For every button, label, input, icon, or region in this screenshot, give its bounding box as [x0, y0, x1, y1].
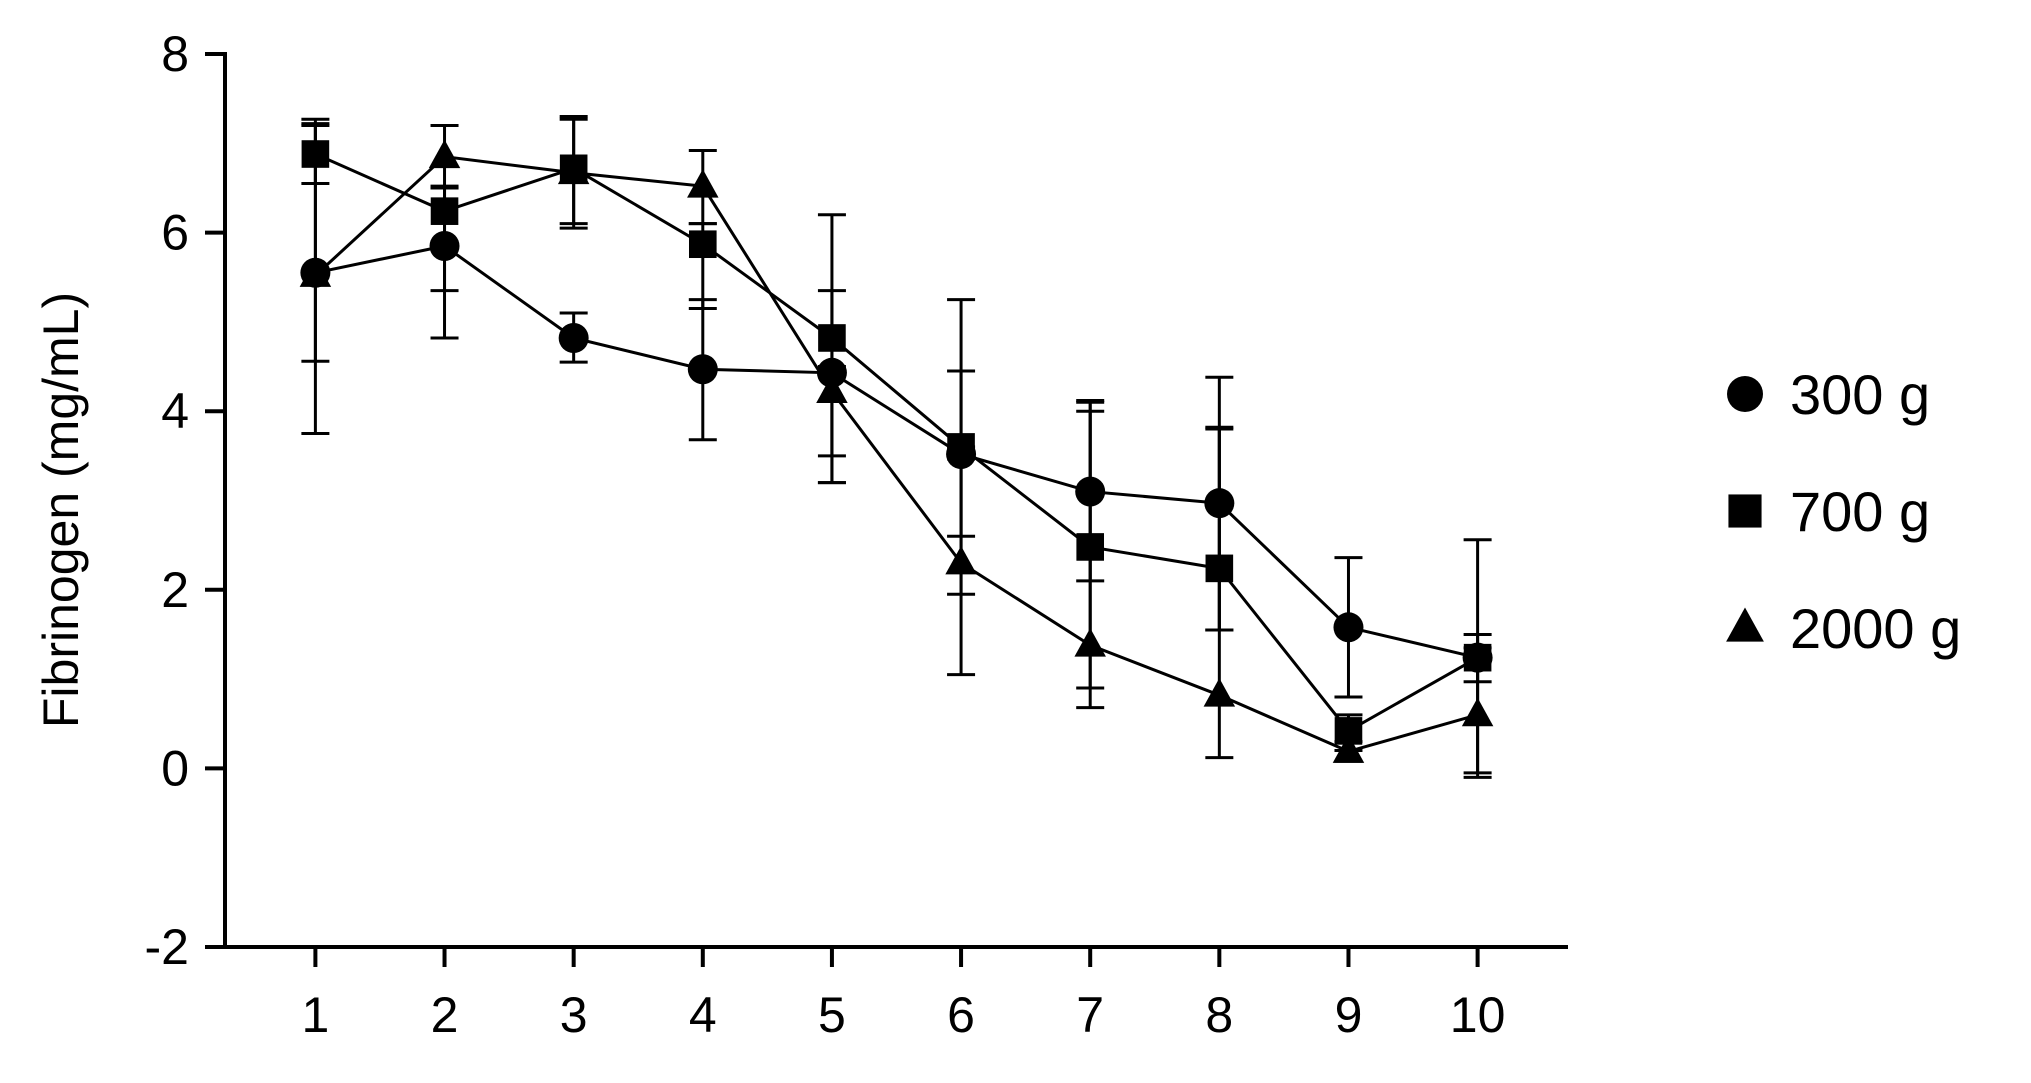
y-tick-label: 2 — [161, 562, 189, 618]
y-tick-label: 6 — [161, 205, 189, 261]
series-line — [314, 152, 1479, 733]
x-tick-label: 2 — [431, 987, 459, 1043]
data-point — [430, 197, 459, 225]
y-tick-label: 4 — [161, 383, 189, 439]
data-point — [299, 258, 332, 287]
data-point — [816, 374, 848, 403]
data-point — [1333, 612, 1364, 643]
data-point — [1461, 697, 1494, 727]
x-tick-label: 4 — [689, 987, 717, 1043]
data-point — [1203, 678, 1236, 707]
x-tick-label: 3 — [560, 987, 588, 1043]
y-tick-label: -2 — [145, 919, 189, 975]
series-2000-g — [299, 115, 1494, 779]
x-tick-label: 10 — [1450, 987, 1506, 1043]
series-700-g — [301, 117, 1492, 753]
x-tick-label: 9 — [1335, 987, 1363, 1043]
series-line — [315, 244, 1478, 660]
data-point — [1332, 734, 1365, 763]
legend-label: 700 g — [1790, 480, 1930, 543]
x-tick-label: 6 — [947, 987, 975, 1043]
x-tick-label: 8 — [1205, 987, 1233, 1043]
data-point — [945, 545, 977, 575]
data-point — [558, 322, 589, 353]
x-tick-label: 7 — [1076, 987, 1104, 1043]
data-point — [687, 169, 719, 198]
y-tick-label: 0 — [161, 740, 189, 796]
data-point — [1074, 628, 1106, 657]
x-tick-label: 5 — [818, 987, 846, 1043]
data-point — [557, 155, 590, 185]
legend-marker — [1728, 494, 1762, 528]
legend-label: 300 g — [1790, 363, 1930, 426]
data-point — [428, 139, 461, 169]
data-point — [687, 354, 718, 385]
axes: -2 0 2 4 6 8 1 2 3 4 5 6 7 8 9 10 — [145, 26, 1568, 1043]
legend-label: 2000 g — [1790, 597, 1961, 660]
series-line — [314, 155, 1479, 754]
legend-marker — [1726, 607, 1764, 642]
series-layer — [299, 115, 1494, 779]
data-point — [818, 324, 846, 352]
y-axis-label: Fibrinogen (mg/mL) — [33, 292, 89, 728]
legend-marker — [1727, 376, 1763, 412]
y-tick-label: 8 — [161, 26, 189, 82]
series-300-g — [300, 123, 1493, 775]
data-point — [688, 230, 717, 259]
x-tick-label: 1 — [301, 987, 329, 1043]
legend: 300 g 700 g 2000 g — [1726, 363, 1961, 660]
